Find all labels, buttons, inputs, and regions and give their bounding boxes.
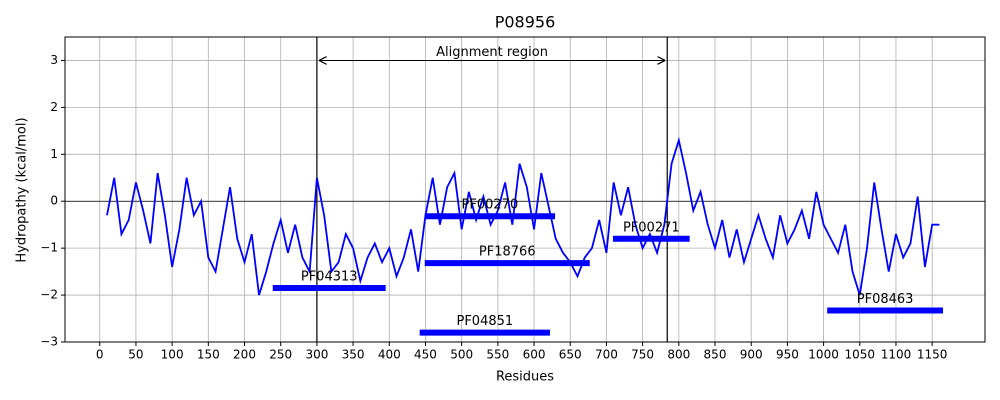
- y-axis-label: Hydropathy (kcal/mol): [15, 117, 30, 262]
- x-tick-label: 650: [559, 348, 582, 362]
- alignment-label: Alignment region: [436, 45, 548, 60]
- y-tick-label: 2: [50, 100, 58, 114]
- domain-label: PF04313: [301, 270, 358, 285]
- x-tick-label: 150: [197, 348, 220, 362]
- x-tick-label: 1150: [917, 348, 948, 362]
- domain-label: PF00271: [623, 220, 680, 235]
- domain-label: PF04851: [456, 314, 513, 329]
- y-tick-label: −2: [40, 288, 58, 302]
- y-tick-label: 3: [50, 53, 58, 67]
- y-tick-label: −3: [40, 335, 58, 349]
- domain-label: PF08463: [857, 292, 914, 307]
- hydropathy-line: [106, 136, 940, 296]
- x-tick-label: 50: [128, 348, 143, 362]
- x-tick-label: 900: [740, 348, 763, 362]
- x-tick-label: 100: [161, 348, 184, 362]
- y-tick-label: −1: [40, 241, 58, 255]
- y-tick-label: 0: [50, 194, 58, 208]
- x-tick-label: 250: [269, 348, 292, 362]
- x-tick-label: 0: [96, 348, 104, 362]
- x-tick-label: 550: [486, 348, 509, 362]
- x-axis-label: Residues: [496, 370, 554, 385]
- x-tick-label: 750: [631, 348, 654, 362]
- x-tick-label: 1050: [845, 348, 876, 362]
- chart-title: P08956: [495, 13, 556, 32]
- x-tick-label: 1000: [808, 348, 839, 362]
- x-tick-label: 400: [378, 348, 401, 362]
- domain-label: PF00270: [462, 198, 519, 213]
- x-tick-label: 850: [704, 348, 727, 362]
- x-tick-label: 800: [667, 348, 690, 362]
- domain-label: PF18766: [479, 245, 536, 260]
- plot-frame: [64, 36, 986, 343]
- x-tick-label: 950: [776, 348, 799, 362]
- x-tick-label: 300: [305, 348, 328, 362]
- x-tick-label: 350: [342, 348, 365, 362]
- y-tick-label: 1: [50, 147, 58, 161]
- x-tick-label: 450: [414, 348, 437, 362]
- x-tick-label: 600: [523, 348, 546, 362]
- x-tick-label: 700: [595, 348, 618, 362]
- x-tick-label: 500: [450, 348, 473, 362]
- x-tick-label: 1100: [881, 348, 912, 362]
- x-tick-label: 200: [233, 348, 256, 362]
